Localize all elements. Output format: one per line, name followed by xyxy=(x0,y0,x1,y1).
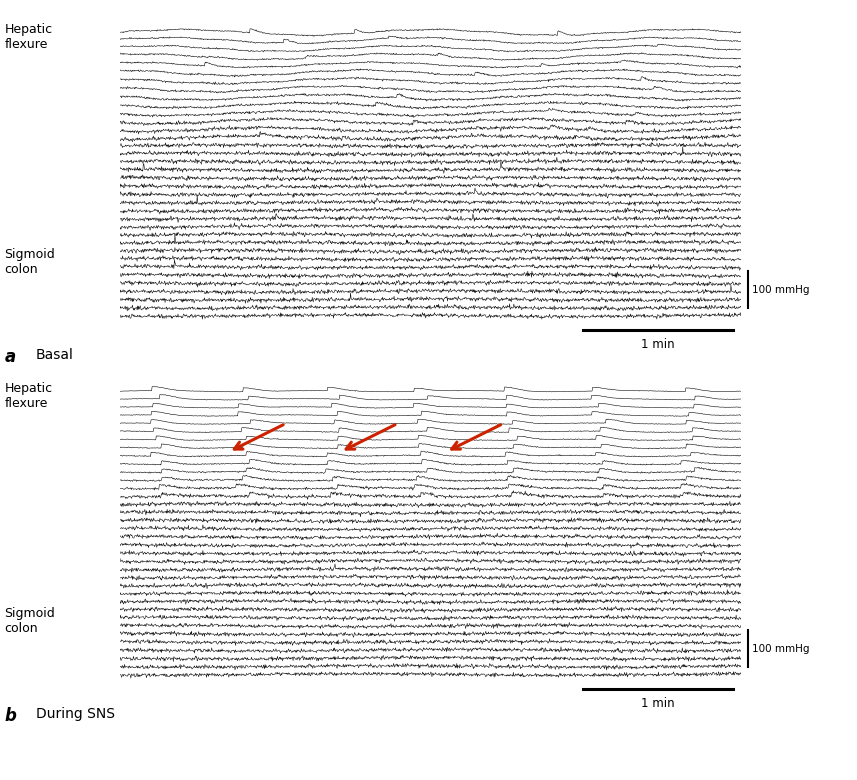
Text: b: b xyxy=(4,707,16,725)
Text: During SNS: During SNS xyxy=(36,707,115,721)
Text: 1 min: 1 min xyxy=(641,338,674,351)
Text: 1 min: 1 min xyxy=(641,697,674,710)
Text: Hepatic
flexure: Hepatic flexure xyxy=(4,23,52,51)
Text: Hepatic
flexure: Hepatic flexure xyxy=(4,382,52,410)
Text: Sigmoid
colon: Sigmoid colon xyxy=(4,607,55,635)
Text: 100 mmHg: 100 mmHg xyxy=(752,644,810,654)
Text: Basal: Basal xyxy=(36,348,74,362)
Text: a: a xyxy=(4,348,15,366)
Text: Sigmoid
colon: Sigmoid colon xyxy=(4,248,55,276)
Text: 100 mmHg: 100 mmHg xyxy=(752,285,810,295)
